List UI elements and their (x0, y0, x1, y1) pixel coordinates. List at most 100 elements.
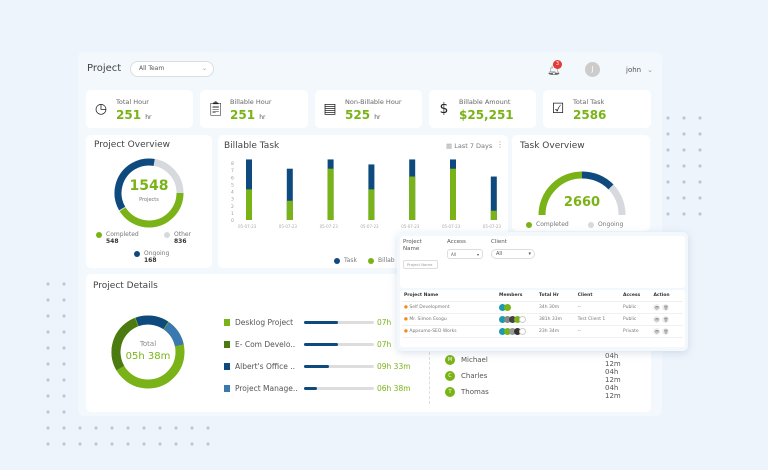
stat-label: Billable Amount (459, 98, 511, 106)
legend-ongoing: Ongoing (588, 221, 623, 228)
column-header[interactable]: Total Hr (537, 290, 576, 302)
access: Public (621, 301, 652, 314)
project-name-input[interactable]: Project Name (403, 260, 438, 269)
chevron-down-icon: ⌄ (647, 66, 653, 74)
project-progress-row[interactable]: E- Com Develo.. 07h (224, 340, 424, 349)
person-name: Charles (461, 372, 488, 380)
column-header[interactable]: Action (651, 290, 683, 302)
person-avatar: M (445, 355, 455, 365)
notification-badge: 3 (553, 60, 562, 69)
client: -- (575, 325, 621, 338)
divider (429, 352, 430, 404)
project-name: Desklog Project (235, 318, 294, 327)
invoice-icon: ▤ (323, 101, 337, 117)
client-select[interactable]: All ▾ (491, 249, 535, 259)
page-title: Project (87, 63, 122, 74)
y-tick-label: 7 (231, 168, 234, 174)
stat-card: 📋︎ Billable Hour 251 hr (200, 90, 308, 128)
person-row[interactable]: T Thomas 04h 12m (445, 384, 635, 400)
column-header[interactable]: Members (497, 290, 537, 302)
project-progress-bar (304, 343, 374, 346)
legend-label: Billab (378, 257, 395, 264)
task-total: 2660 (563, 195, 601, 210)
card-title: Billable Task (224, 141, 280, 151)
access-select[interactable]: All ▾ (447, 249, 483, 259)
total-hours: 381h 33m (537, 313, 576, 326)
access: Public (621, 313, 652, 326)
table-row[interactable]: ● Self Development 34h 30m -- Public 👁︎ 🗑… (402, 301, 683, 314)
date-range-select[interactable]: ▦ Last 7 Days (446, 142, 492, 150)
bar-billable (368, 189, 375, 220)
member-avatar (499, 304, 506, 311)
member-avatar (514, 316, 521, 323)
card-title: Project Details (93, 281, 158, 291)
team-select[interactable]: All Team ⌄ (130, 61, 214, 77)
stat-value: 251 hr (230, 108, 266, 122)
donut-segment-pm (111, 315, 185, 389)
legend-dot (526, 221, 532, 228)
bar-billable (450, 168, 456, 220)
card-title: Task Overview (520, 141, 585, 151)
column-header[interactable]: Project Name (402, 290, 497, 302)
stat-card: ▤ Non-Billable Hour 525 hr (315, 90, 422, 128)
client: Test Client 1 (575, 313, 621, 326)
overview-total: 1548 (129, 178, 169, 194)
trash-icon[interactable]: 🗑︎ (662, 328, 670, 335)
y-tick-label: 8 (231, 161, 234, 167)
status-dot: ● (404, 317, 410, 322)
user-menu[interactable]: john ⌄ (626, 66, 653, 74)
member-avatar (504, 316, 511, 323)
filters-panel: Project Name Project Name Access All ▾ Cl… (400, 236, 685, 288)
card-title: Project Overview (94, 140, 171, 150)
column-header[interactable]: Client (575, 290, 621, 302)
table-row[interactable]: ● Appsumo-SEO Works 23h 34m -- Private 👁… (402, 325, 683, 338)
y-tick-label: 4 (231, 190, 234, 196)
avatar[interactable]: J (585, 62, 600, 77)
member-avatar (514, 328, 521, 335)
eye-icon[interactable]: 👁︎ (653, 304, 661, 311)
project-details-donut (111, 315, 185, 389)
eye-icon[interactable]: 👁︎ (653, 316, 661, 323)
stat-number: 251 (116, 108, 142, 122)
project-name: Project Manage.. (235, 384, 298, 393)
legend-dot (164, 231, 170, 238)
bar-billable (409, 176, 416, 220)
legend-value: 168 (144, 257, 157, 264)
person-row[interactable]: C Charles 04h 12m (445, 368, 635, 384)
eye-icon[interactable]: 👁︎ (653, 328, 661, 335)
trash-icon[interactable]: 🗑︎ (662, 304, 670, 311)
stat-number: 251 (230, 108, 256, 122)
stat-card: ☑ Total Task 2586 (543, 90, 651, 128)
legend-other: Other 836 (164, 231, 191, 245)
legend-label: Task (344, 257, 357, 264)
legend-billable: Billab (368, 257, 395, 264)
donut-segment-completed (114, 158, 184, 228)
gauge-other (608, 184, 626, 216)
project-progress-row[interactable]: Desklog Project 07h (224, 318, 424, 327)
members (497, 313, 537, 326)
project-progress-row[interactable]: Project Manage.. 06h 38m (224, 384, 424, 393)
more-options-icon[interactable]: ⋮ (496, 140, 504, 149)
project-progress-row[interactable]: Albert's Office .. 09h 33m (224, 362, 424, 371)
project-time: 07h (377, 340, 392, 349)
column-header[interactable]: Access (621, 290, 652, 302)
bar-billable (246, 189, 252, 220)
person-row[interactable]: M Michael 04h 12m (445, 352, 635, 368)
trash-icon[interactable]: 🗑︎ (662, 316, 670, 323)
chevron-down-icon: ⌄ (201, 65, 207, 72)
project-progress-bar (304, 387, 374, 390)
overview-total-label: Projects (139, 197, 159, 203)
team-select-value: All Team (139, 65, 165, 72)
legend-task: Task (334, 257, 357, 264)
legend-ongoing: Ongoing 168 (134, 250, 169, 264)
access: Private (621, 325, 652, 338)
y-tick-label: 1 (231, 211, 234, 217)
project-time: 09h 33m (377, 362, 411, 371)
client: -- (575, 301, 621, 314)
y-tick-label: 0 (231, 218, 234, 224)
legend-completed: Completed 548 (96, 231, 139, 245)
person-name: Thomas (461, 388, 489, 396)
stat-value: 525 hr (345, 108, 381, 122)
table-row[interactable]: ● Mr. Simon Esogu 381h 33m Test Client 1… (402, 313, 683, 326)
bar-billable (286, 200, 293, 220)
